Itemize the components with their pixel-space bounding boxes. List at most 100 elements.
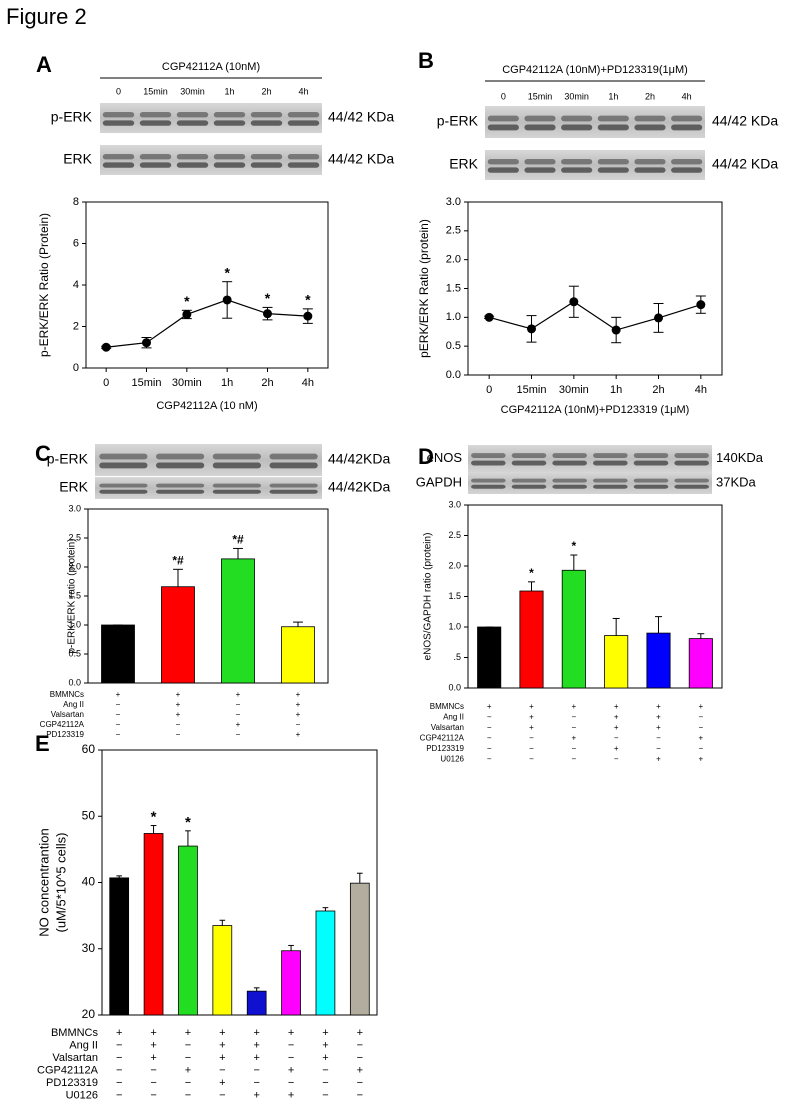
blot-band [213, 120, 246, 126]
y-tick-label: 2.5 [68, 532, 81, 542]
condition-mark: − [571, 744, 576, 753]
blot-size-label: 37KDa [716, 474, 757, 489]
bar [349, 882, 370, 1016]
significance-label: * [571, 539, 576, 553]
condition-mark: − [357, 1039, 363, 1051]
blot-band [671, 167, 703, 173]
condition-mark: + [185, 1064, 191, 1076]
blot-band [634, 159, 666, 165]
condition-mark: + [150, 1027, 156, 1039]
condition-name: CGP42112A [40, 720, 85, 729]
condition-mark: + [236, 690, 241, 699]
plot-frame [467, 504, 723, 689]
y-tick-label: 60 [82, 742, 96, 756]
blot-band [633, 484, 669, 489]
condition-mark: − [116, 700, 121, 709]
blot-band [139, 112, 172, 118]
blot-band [487, 124, 519, 131]
condition-mark: − [487, 744, 492, 753]
blot-band [156, 483, 205, 488]
condition-mark: + [219, 1052, 225, 1064]
y-tick-label: 2.5 [448, 530, 461, 540]
lane-label: 0 [116, 86, 121, 96]
bar [109, 877, 130, 1016]
lane-label: 15min [143, 86, 168, 96]
condition-mark: + [614, 702, 619, 711]
blot-band [212, 489, 261, 494]
condition-mark: + [614, 723, 619, 732]
blot-row-label: p-ERK [51, 109, 93, 125]
blot-band [213, 154, 246, 160]
condition-mark: + [288, 1027, 294, 1039]
blot-band [674, 484, 709, 489]
data-line [106, 299, 308, 348]
bar [281, 626, 315, 684]
significance-label: * [184, 293, 190, 309]
blot-header: CGP42112A (10nM) [162, 61, 260, 73]
bar [315, 910, 336, 1016]
blot-band [287, 120, 320, 126]
bar [143, 833, 164, 1016]
bar [688, 638, 713, 689]
blot-band [487, 159, 519, 165]
condition-mark: + [296, 710, 301, 719]
condition-mark: − [529, 755, 534, 764]
condition-mark: − [253, 1077, 259, 1089]
plot-frame [467, 201, 723, 376]
blot-band [671, 124, 703, 131]
significance-label: *# [232, 533, 244, 547]
x-tick-label: 30min [172, 377, 202, 389]
blot-band [212, 453, 261, 460]
condition-mark: + [357, 1064, 363, 1076]
blot-band [561, 167, 593, 173]
blot-row-label: eNOS [427, 450, 463, 465]
blot-header: CGP42112A (10nM)+PD123319(1μM) [502, 64, 688, 76]
condition-mark: − [116, 1077, 122, 1089]
lane-label: 2h [261, 86, 271, 96]
blot-band [471, 453, 506, 458]
y-tick-label: 8 [73, 196, 79, 208]
blot-band [511, 453, 547, 458]
lane-label: 15min [528, 91, 553, 101]
blot-row-label: p-ERK [47, 451, 89, 467]
data-point [611, 325, 621, 335]
lane-label: 30min [180, 86, 205, 96]
y-axis-label: pERK/ERK Ratio (protein) [417, 219, 431, 358]
blot-band [287, 154, 320, 160]
blot-row-label: ERK [449, 156, 478, 172]
blot-size-label: 44/42KDa [328, 451, 390, 467]
condition-name: Ang II [69, 1039, 98, 1051]
significance-label: * [224, 264, 230, 280]
blot-size-label: 140KDa [716, 450, 764, 465]
plot-frame [85, 201, 329, 369]
x-tick-label: 0 [486, 384, 492, 396]
blot-band [213, 162, 246, 168]
plot-frame [101, 749, 378, 1016]
y-tick-label: 1.0 [448, 621, 461, 631]
condition-mark: − [698, 744, 703, 753]
blot-band [552, 453, 587, 458]
y-tick-label: 2 [73, 320, 79, 332]
condition-mark: − [571, 755, 576, 764]
condition-mark: + [219, 1027, 225, 1039]
blot-band [593, 453, 628, 458]
blot-band [487, 167, 519, 173]
y-axis-label: p-ERK/ERK ratio (protein) [67, 538, 78, 653]
y-tick-label: 0.0 [446, 369, 461, 381]
blot-size-label: 44/42 KDa [712, 113, 778, 129]
blot-image [485, 150, 705, 180]
bar [477, 626, 502, 689]
condition-mark: − [185, 1052, 191, 1064]
blot-row-label: ERK [59, 479, 88, 495]
blot-band [593, 484, 628, 489]
blot-band [511, 484, 547, 489]
blot-band [674, 460, 709, 466]
condition-name: BMMNCs [51, 1027, 99, 1039]
bar [101, 624, 135, 684]
condition-mark: − [487, 723, 492, 732]
y-tick-label: 1.5 [446, 282, 461, 294]
blot-band [176, 154, 209, 160]
blot-band [552, 460, 587, 466]
condition-name: CGP42112A [37, 1064, 99, 1076]
blot-band [634, 167, 666, 173]
